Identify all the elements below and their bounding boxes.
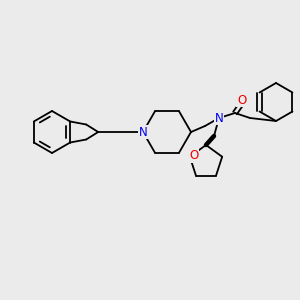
Text: N: N [214, 112, 224, 124]
Text: O: O [189, 149, 199, 162]
Text: N: N [139, 125, 147, 139]
Text: O: O [237, 94, 247, 106]
